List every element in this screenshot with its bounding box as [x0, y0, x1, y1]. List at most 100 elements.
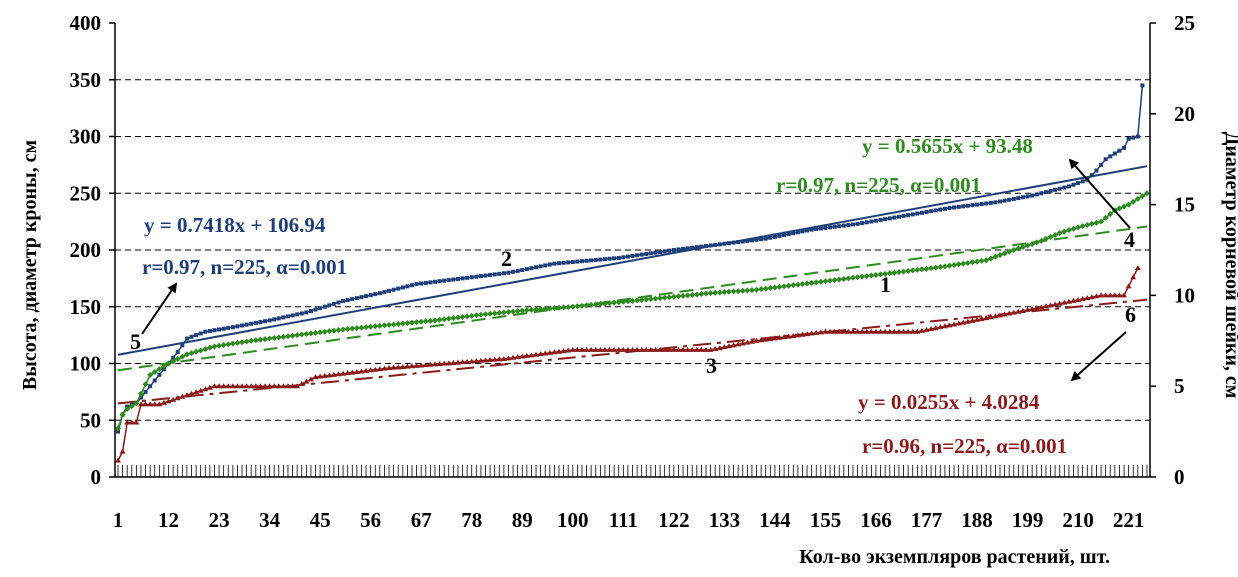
marker — [762, 285, 769, 292]
marker — [1084, 295, 1091, 301]
marker — [436, 316, 443, 323]
marker — [566, 260, 571, 265]
marker — [754, 237, 759, 242]
marker — [422, 318, 429, 325]
marker — [170, 396, 177, 402]
marker — [275, 383, 282, 389]
marker — [523, 307, 530, 314]
marker — [1116, 292, 1123, 298]
marker — [193, 348, 200, 355]
marker — [1047, 302, 1054, 308]
marker — [229, 383, 236, 389]
marker — [1076, 181, 1081, 186]
marker — [220, 342, 227, 349]
marker — [1024, 306, 1031, 312]
marker — [284, 333, 291, 340]
marker — [817, 278, 824, 285]
equation-blue: y = 0.7418x + 106.94 — [144, 213, 326, 237]
marker — [716, 345, 723, 351]
marker — [147, 401, 154, 407]
marker — [189, 334, 194, 339]
marker — [638, 296, 645, 303]
y-right-tick-label: 10 — [1174, 283, 1195, 307]
marker — [353, 369, 360, 375]
marker — [197, 387, 204, 393]
marker — [725, 288, 732, 295]
marker — [340, 326, 347, 333]
marker — [349, 369, 356, 375]
marker — [744, 287, 751, 294]
marker — [924, 209, 929, 214]
marker — [868, 272, 875, 279]
marker — [225, 383, 232, 389]
marker — [1139, 193, 1146, 200]
marker — [713, 242, 718, 247]
marker — [198, 331, 203, 336]
marker — [675, 346, 682, 352]
x-tick-label: 1 — [113, 508, 124, 532]
marker — [822, 328, 829, 334]
marker — [745, 238, 750, 243]
marker — [565, 304, 572, 311]
marker — [244, 322, 249, 327]
marker — [869, 219, 874, 224]
marker — [813, 279, 820, 286]
marker — [216, 383, 223, 389]
curve-label-1: 1 — [880, 272, 891, 297]
marker — [534, 265, 539, 270]
marker — [942, 206, 947, 211]
marker — [753, 286, 760, 293]
marker — [822, 278, 829, 285]
marker — [937, 264, 944, 271]
marker — [1121, 203, 1128, 210]
marker — [776, 283, 783, 290]
marker — [891, 269, 898, 276]
marker — [901, 213, 906, 218]
marker — [667, 248, 672, 253]
marker — [152, 378, 157, 383]
axes — [109, 22, 1156, 478]
marker — [712, 345, 719, 351]
marker — [877, 271, 884, 278]
marker — [736, 240, 741, 245]
marker — [886, 270, 893, 277]
marker — [771, 335, 778, 341]
marker — [915, 211, 920, 216]
marker — [643, 346, 650, 352]
marker — [400, 285, 405, 290]
marker — [519, 307, 526, 314]
marker — [1107, 211, 1114, 218]
marker — [836, 328, 843, 334]
marker — [515, 268, 520, 273]
marker — [358, 324, 365, 331]
marker — [183, 392, 190, 398]
marker — [974, 258, 981, 265]
marker — [235, 324, 240, 329]
marker — [639, 252, 644, 257]
marker — [442, 278, 447, 283]
marker — [326, 372, 333, 378]
marker — [578, 302, 585, 309]
marker — [895, 269, 902, 276]
marker — [987, 255, 994, 262]
marker — [840, 328, 847, 334]
marker — [308, 309, 313, 314]
marker — [836, 276, 843, 283]
marker — [703, 346, 709, 352]
marker — [634, 297, 641, 304]
marker — [601, 300, 608, 307]
marker — [910, 212, 915, 217]
marker — [528, 352, 535, 358]
marker — [552, 261, 557, 266]
marker — [951, 261, 958, 268]
marker — [653, 250, 658, 255]
marker — [156, 366, 163, 373]
marker — [482, 311, 489, 318]
marker — [281, 315, 286, 320]
marker — [492, 272, 497, 277]
marker — [1062, 185, 1067, 190]
curve-label-3: 3 — [706, 353, 717, 378]
marker — [882, 328, 889, 334]
marker — [855, 221, 860, 226]
